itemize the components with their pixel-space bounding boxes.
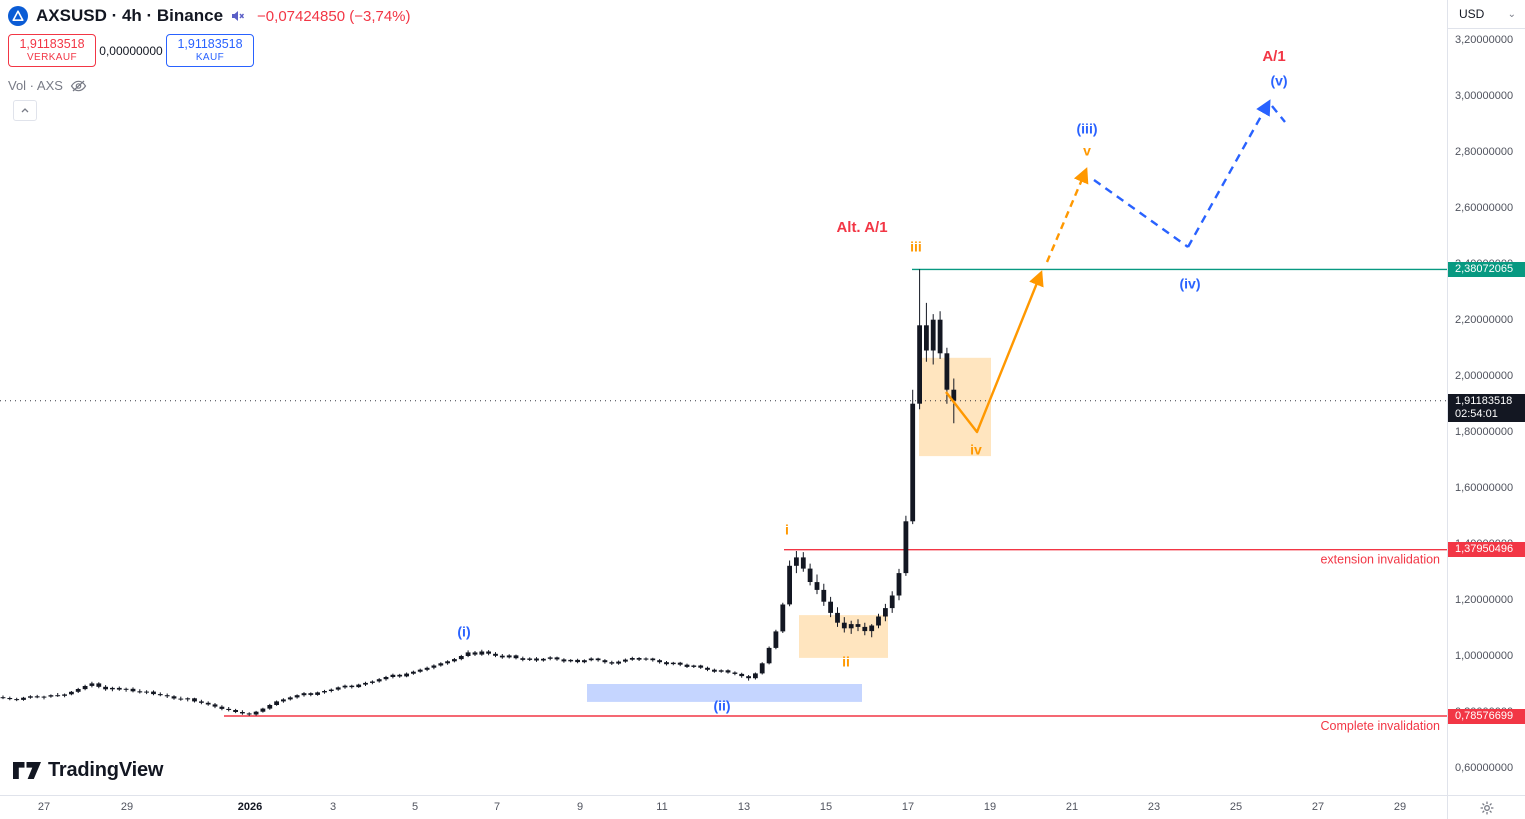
level-price-badge: 0,78576699 bbox=[1448, 708, 1525, 724]
wave-label[interactable]: (ii) bbox=[713, 698, 730, 714]
projection-arrow[interactable] bbox=[1045, 167, 1089, 263]
time-axis-label: 9 bbox=[576, 801, 584, 813]
wave-label[interactable]: A/1 bbox=[1262, 48, 1285, 65]
time-axis-label: 27 bbox=[37, 801, 51, 813]
tradingview-logo[interactable]: TradingView bbox=[13, 759, 163, 782]
price-axis-label: 0,60000000 bbox=[1455, 762, 1514, 774]
time-axis-label: 29 bbox=[120, 801, 134, 813]
price-axis-label: 3,20000000 bbox=[1455, 34, 1514, 46]
sell-label: VERKAUF bbox=[26, 52, 78, 63]
tradingview-mark-icon bbox=[13, 762, 41, 779]
level-price-badge: 2,38072065 bbox=[1448, 261, 1525, 277]
level-note: extension invalidation bbox=[1320, 553, 1440, 567]
volume-label: Vol · AXS bbox=[8, 78, 63, 93]
price-axis-label: 2,20000000 bbox=[1455, 314, 1514, 326]
legend-collapse-button[interactable] bbox=[13, 100, 37, 121]
currency-label: USD bbox=[1459, 7, 1485, 21]
price-axis-label: 1,20000000 bbox=[1455, 594, 1514, 606]
price-axis-label: 2,60000000 bbox=[1455, 202, 1514, 214]
level-price-badge: 1,37950496 bbox=[1448, 542, 1525, 558]
time-axis-label: 2026 bbox=[237, 801, 263, 813]
time-axis-label: 27 bbox=[1311, 801, 1325, 813]
time-axis-label: 11 bbox=[656, 801, 668, 813]
wave-ii-minor-zone[interactable] bbox=[799, 615, 888, 658]
chart-pane[interactable]: extension invalidation Complete invalidat… bbox=[0, 0, 1447, 795]
time-axis-label: 7 bbox=[493, 801, 501, 813]
symbol-row: AXSUSD · 4h · Binance −0,07424850 (−3,74… bbox=[8, 6, 411, 26]
buy-label: KAUF bbox=[195, 52, 225, 63]
time-axis-label: 23 bbox=[1147, 801, 1161, 813]
chevron-up-icon bbox=[21, 108, 29, 113]
price-axis-label: 1,60000000 bbox=[1455, 482, 1514, 494]
sell-button[interactable]: 1,91183518 VERKAUF bbox=[8, 34, 96, 67]
projection-arrow[interactable] bbox=[1271, 105, 1286, 123]
tradingview-brand: TradingView bbox=[48, 759, 164, 781]
price-axis-label: 3,00000000 bbox=[1455, 90, 1514, 102]
price-axis-label: 2,80000000 bbox=[1455, 146, 1514, 158]
wave-label[interactable]: iv bbox=[970, 442, 982, 458]
time-axis[interactable]: 27 29 2026 3 5 7 9 11 13 15 17 19 21 23 25 27 29 bbox=[0, 795, 1447, 819]
price-axis-label: 1,80000000 bbox=[1455, 426, 1514, 438]
current-price-badge: 1,91183518 02:54:01 bbox=[1448, 393, 1525, 422]
wave-label[interactable]: (i) bbox=[457, 624, 470, 640]
volume-row[interactable]: Vol · AXS bbox=[8, 78, 411, 93]
price-change: −0,07424850 (−3,74%) bbox=[257, 7, 411, 25]
sell-price: 1,91183518 bbox=[19, 37, 85, 51]
wave-ii-intermediate-zone[interactable] bbox=[587, 684, 862, 702]
gear-icon bbox=[1480, 801, 1493, 814]
spread-value: 0,00000000 bbox=[99, 43, 163, 58]
axis-settings-corner[interactable] bbox=[1447, 795, 1525, 819]
level-note: Complete invalidation bbox=[1320, 719, 1440, 733]
chevron-down-icon: ⌄ bbox=[1507, 8, 1516, 20]
time-axis-label: 25 bbox=[1229, 801, 1243, 813]
projection-arrow[interactable] bbox=[945, 270, 1044, 434]
price-axis-label: 1,00000000 bbox=[1455, 650, 1514, 662]
buy-button[interactable]: 1,91183518 KAUF bbox=[166, 34, 254, 67]
wave-label[interactable]: v bbox=[1083, 143, 1091, 159]
eye-slash-icon[interactable] bbox=[70, 80, 87, 92]
currency-selector[interactable]: USD ⌄ bbox=[1447, 0, 1525, 29]
symbol-title[interactable]: AXSUSD · 4h · Binance bbox=[36, 6, 224, 25]
time-axis-label: 21 bbox=[1065, 801, 1079, 813]
projection-arrow[interactable] bbox=[1093, 179, 1189, 248]
wave-label[interactable]: (iv) bbox=[1180, 276, 1201, 292]
price-axis[interactable]: 3,20000000 3,00000000 2,80000000 2,60000000… bbox=[1447, 0, 1525, 795]
time-axis-label: 5 bbox=[411, 801, 419, 813]
wave-label[interactable]: ii bbox=[842, 654, 850, 670]
time-axis-label: 19 bbox=[983, 801, 997, 813]
time-axis-label: 15 bbox=[819, 801, 833, 813]
time-axis-label: 13 bbox=[737, 801, 751, 813]
time-axis-label: 17 bbox=[901, 801, 915, 813]
price-axis-label: 2,00000000 bbox=[1455, 370, 1514, 382]
wave-label[interactable]: (iii) bbox=[1077, 121, 1098, 137]
axs-mark-icon bbox=[12, 10, 24, 21]
wave-label[interactable]: (v) bbox=[1270, 73, 1287, 89]
wave-label[interactable]: iii bbox=[910, 239, 922, 255]
trade-buttons-row: 1,91183518 VERKAUF 0,00000000 1,91183518… bbox=[8, 34, 411, 67]
chart-legend: AXSUSD · 4h · Binance −0,07424850 (−3,74… bbox=[8, 6, 411, 121]
projection-arrow[interactable] bbox=[1186, 99, 1271, 248]
muted-speaker-icon[interactable] bbox=[231, 9, 245, 23]
wave-label[interactable]: Alt. A/1 bbox=[836, 219, 887, 236]
time-axis-label: 3 bbox=[329, 801, 337, 813]
wave-label[interactable]: i bbox=[785, 522, 789, 538]
symbol-logo-axs[interactable] bbox=[8, 6, 28, 26]
buy-price: 1,91183518 bbox=[177, 37, 243, 51]
candles bbox=[0, 319, 957, 715]
chart-canvas[interactable]: extension invalidation Complete invalidat… bbox=[0, 0, 1447, 795]
wave-iv-minor-zone[interactable] bbox=[919, 357, 991, 457]
time-axis-label: 29 bbox=[1393, 801, 1407, 813]
